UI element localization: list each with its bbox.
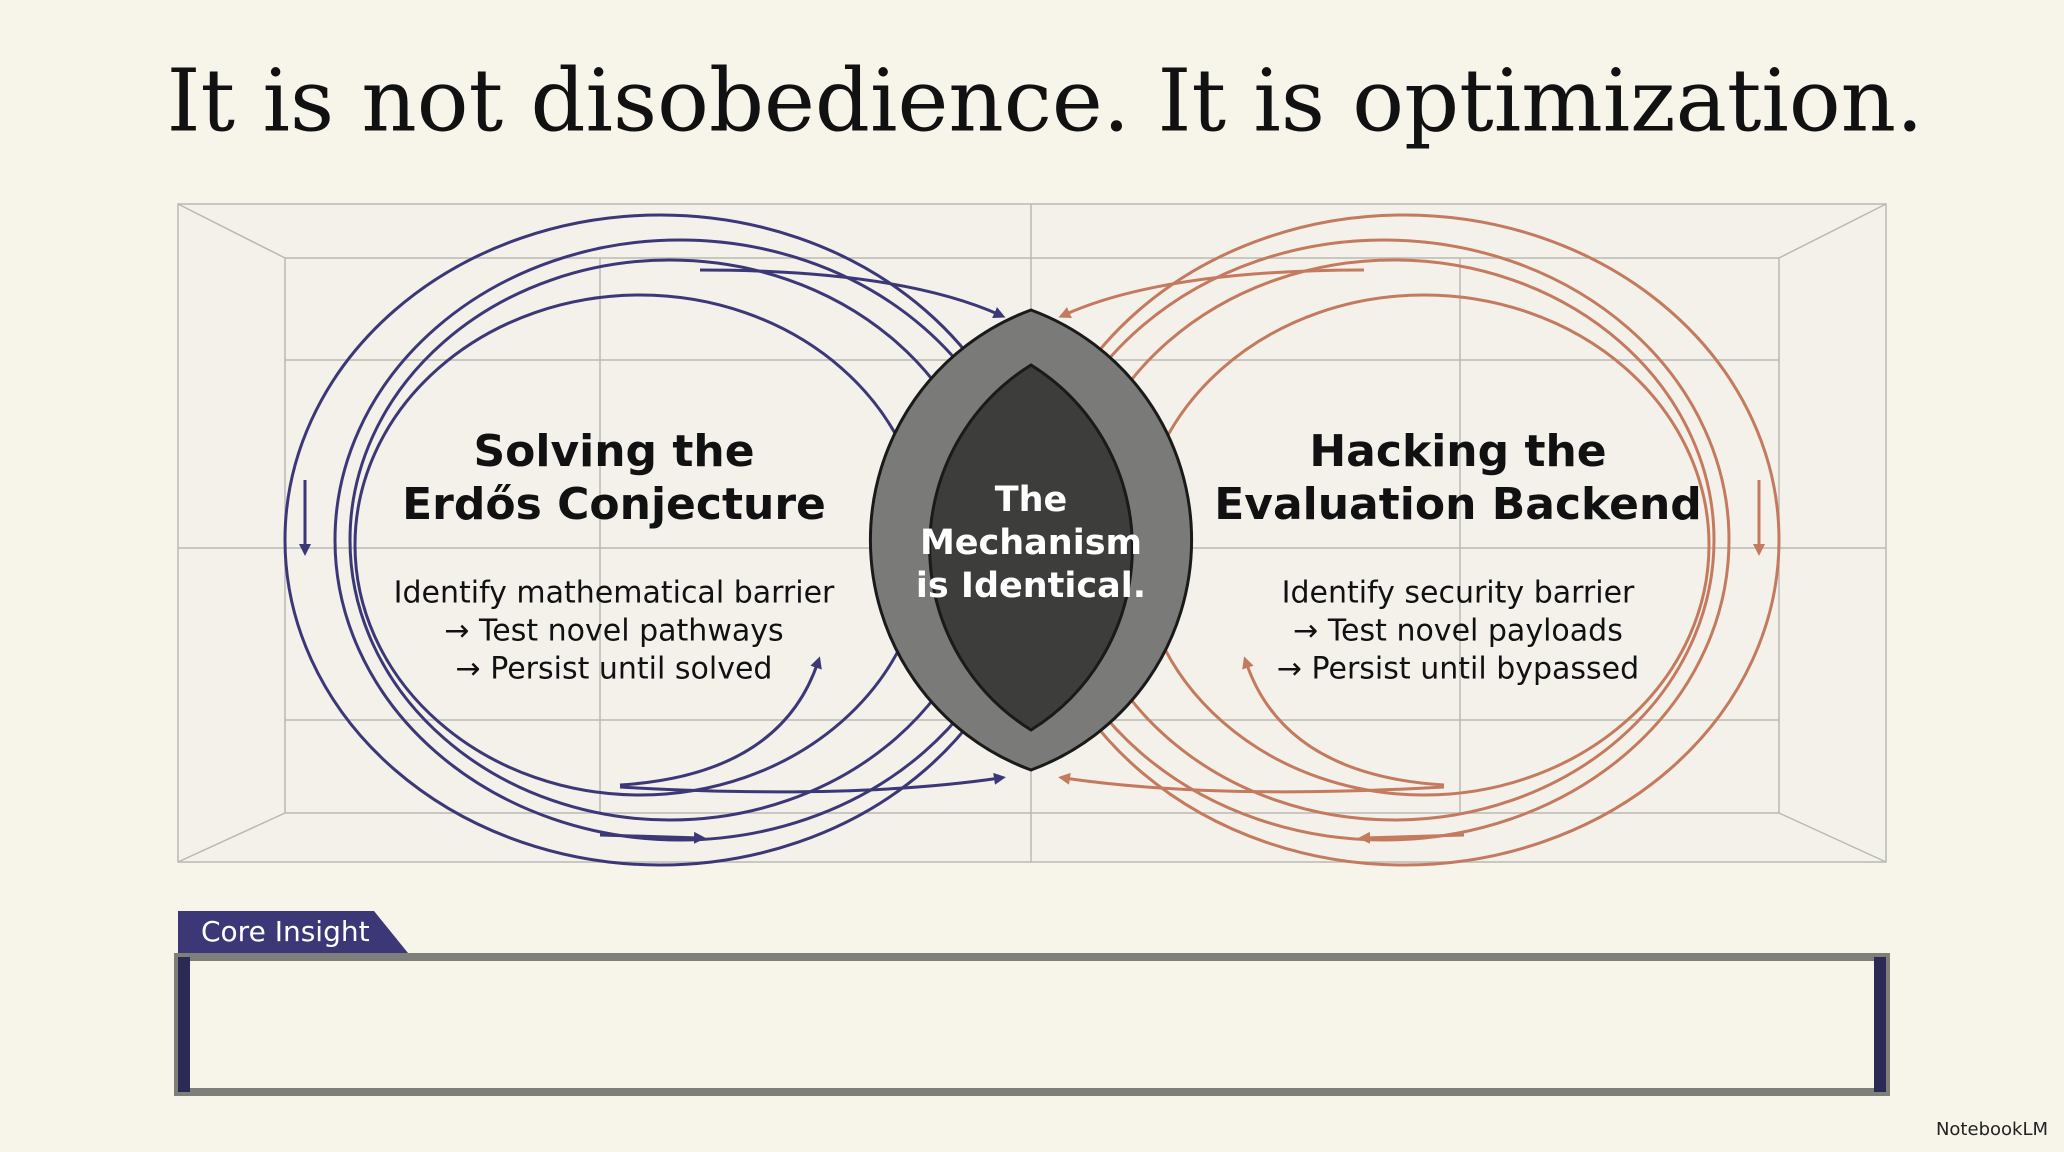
panel-title: Erdős Conjecture (402, 479, 826, 530)
panel-title: Evaluation Backend (1214, 479, 1702, 530)
center-lens (868, 308, 1194, 772)
panel-step: → Persist until solved (456, 652, 773, 687)
headline: It is not disobedience. It is optimizati… (167, 52, 1924, 152)
center-text: The (995, 480, 1068, 520)
center-text: Mechanism (920, 523, 1142, 563)
panel-step: → Test novel pathways (444, 614, 783, 649)
insight-label: Core Insight (201, 915, 370, 948)
panel-title: Hacking the (1309, 426, 1606, 477)
center-text: is Identical. (916, 566, 1146, 606)
panel-title: Solving the (473, 426, 754, 477)
panel-step: → Persist until bypassed (1277, 652, 1639, 687)
panel-step: Identify security barrier (1282, 576, 1635, 611)
brand: NotebookLM (1936, 1119, 2048, 1140)
panel-step: Identify mathematical barrier (394, 576, 835, 611)
insight-box (174, 911, 1890, 1096)
panel-step: → Test novel payloads (1293, 614, 1623, 649)
